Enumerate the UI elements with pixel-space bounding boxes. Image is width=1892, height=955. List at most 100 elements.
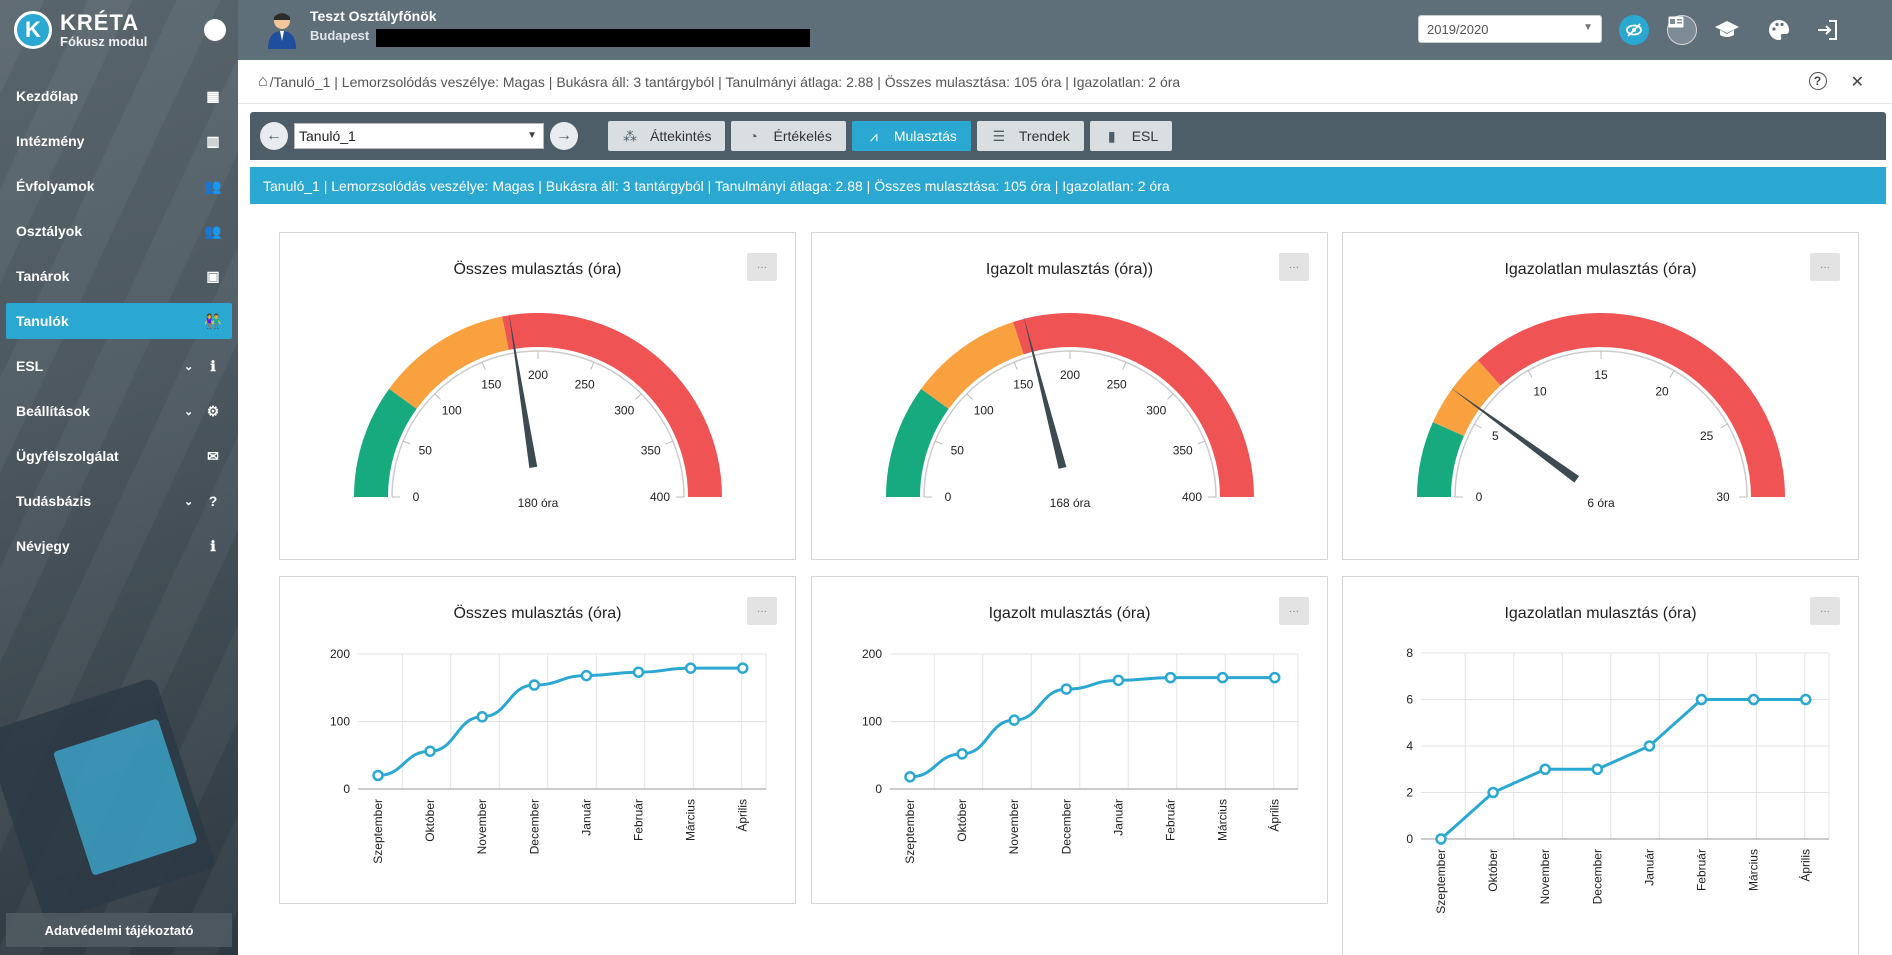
gauge-band-green [886,388,949,497]
sidebar-item-3[interactable]: Osztályok 👥 [6,213,232,249]
data-point[interactable] [1539,763,1551,775]
sidebar-item-1[interactable]: Intézmény ▥ [6,123,232,159]
data-point[interactable] [1008,714,1020,726]
line-card-unexcused: Igazolatlan mulasztás (óra) ··· 0 2 4 6 8 Sze… [1342,576,1859,955]
data-point[interactable] [1164,671,1177,684]
students-icon: 👫 [204,312,222,329]
more-options-button[interactable]: ··· [747,253,777,281]
sidebar-item-7[interactable]: Beállítások ⌄ ⚙ [6,393,232,429]
tab-2[interactable]: ⩘ Mulasztás [851,121,971,151]
gauge-band-orange [1432,360,1501,436]
id-card-icon[interactable] [1667,15,1697,45]
chevron-down-icon: ▼ [527,130,537,141]
data-point[interactable] [1112,674,1125,687]
data-point[interactable] [1799,693,1812,706]
gauge-band-red [1013,313,1254,497]
data-point[interactable] [904,771,916,783]
data-point[interactable] [528,679,541,691]
tab-label: Mulasztás [893,128,957,144]
hide-eye-icon[interactable] [1619,15,1649,45]
data-point[interactable] [1643,740,1656,752]
data-point[interactable] [684,662,697,674]
gauge-needle [1448,386,1580,483]
user-avatar[interactable] [266,11,298,49]
sidebar-item-label: ESL [16,358,44,374]
sidebar-item-label: Intézmény [16,133,85,149]
trend-icon: ⩘ [869,127,878,144]
gauge-tick-label: 25 [1700,429,1714,443]
close-icon[interactable]: ✕ [1850,74,1864,91]
help-icon[interactable]: ? [1808,72,1827,90]
previous-student-button[interactable]: ← [260,122,288,150]
gauge-band-orange [921,322,1024,409]
gauge-tick [1527,370,1533,378]
data-point[interactable] [1747,693,1760,706]
chevron-down-icon[interactable]: ⌄ [184,495,194,508]
tab-1[interactable]: ◔ Értékelés [731,121,846,151]
sidebar-item-6[interactable]: ESL ⌄ ℹ [6,348,232,384]
bar-chart-icon: ▮ [1107,127,1116,144]
home-icon[interactable]: ⌂ [258,72,268,90]
more-options-button[interactable]: ··· [1279,597,1309,625]
sidebar-item-4[interactable]: Tanárok ▣ [6,258,232,294]
data-point[interactable] [1591,763,1604,775]
data-point[interactable] [372,769,384,782]
x-tick-label: Március [1216,799,1230,841]
privacy-link[interactable]: Adatvédelmi tájékoztató [6,913,232,947]
chevron-down-icon[interactable]: ⌄ [184,360,194,373]
x-tick-label: Január [1642,849,1656,886]
sidebar-item-label: Névjegy [16,538,70,554]
tab-4[interactable]: ▮ ESL [1089,121,1173,151]
x-tick-label: Március [684,799,698,841]
sidebar-item-9[interactable]: Tudásbázis ⌄? [6,483,232,519]
data-point[interactable] [1060,683,1073,695]
data-point[interactable] [1216,671,1229,684]
data-point[interactable] [476,711,488,723]
student-select-value: Tanuló_1 [299,128,356,144]
gauge-tick-label: 250 [575,377,595,391]
sidebar-item-label: Évfolyamok [16,178,95,194]
pie-icon: ◔ [749,128,758,144]
sidebar-item-5[interactable]: Tanulók 👫 [6,303,232,339]
student-select[interactable]: Tanuló_1 ▼ [294,123,544,149]
line-chart: 0 100 200 Szeptember Október November December… [330,647,767,864]
sidebar-item-label: Osztályok [16,223,83,239]
sidebar-item-2[interactable]: Évfolyamok 👥 [6,168,232,204]
data-point[interactable] [580,669,593,682]
school-year-select[interactable]: 2019/2020 ▼ [1418,15,1602,43]
gauge-value-label: 168 óra [1050,496,1091,510]
data-point[interactable] [1268,671,1281,684]
x-tick-label: December [527,799,541,854]
sidebar-toggle[interactable] [204,19,226,41]
palette-icon[interactable] [1764,15,1794,45]
gauge-tick [434,393,441,400]
data-point[interactable] [424,745,436,757]
sidebar-item-0[interactable]: Kezdőlap ▦ [6,78,232,114]
x-tick-label: Október [423,799,437,842]
data-point[interactable] [1435,833,1447,845]
data-point[interactable] [736,662,749,674]
building-icon: ▥ [206,132,220,149]
more-options-button[interactable]: ··· [747,597,777,625]
next-student-button[interactable]: → [550,122,578,150]
sidebar-item-10[interactable]: Névjegy ℹ [6,528,232,564]
data-point[interactable] [1487,786,1499,799]
sidebar-item-8[interactable]: Ügyfélszolgálat ✉ [6,438,232,474]
chevron-down-icon[interactable]: ⌄ [184,405,194,418]
sidebar-item-label: Tudásbázis [16,493,92,509]
sidebar: K KRÉTA Fókusz modul Kezdőlap ▦ Intézmény ▥… [0,0,238,955]
more-options-button[interactable]: ··· [1810,597,1840,625]
more-options-button[interactable]: ··· [1279,253,1309,281]
data-point[interactable] [956,748,968,760]
tab-0[interactable]: ⁂ Áttekintés [608,121,726,151]
logo[interactable]: K KRÉTA Fókusz modul [0,0,238,60]
tab-3[interactable]: ☰ Trendek [976,121,1084,151]
tab-label: Áttekintés [650,128,712,144]
chevron-down-icon: ▼ [1583,22,1593,33]
gauge-tick-label: 200 [528,368,548,382]
data-point[interactable] [632,666,645,678]
graduation-cap-icon[interactable] [1712,15,1742,45]
more-options-button[interactable]: ··· [1810,253,1840,281]
data-point[interactable] [1695,693,1708,706]
logout-icon[interactable] [1812,15,1842,45]
